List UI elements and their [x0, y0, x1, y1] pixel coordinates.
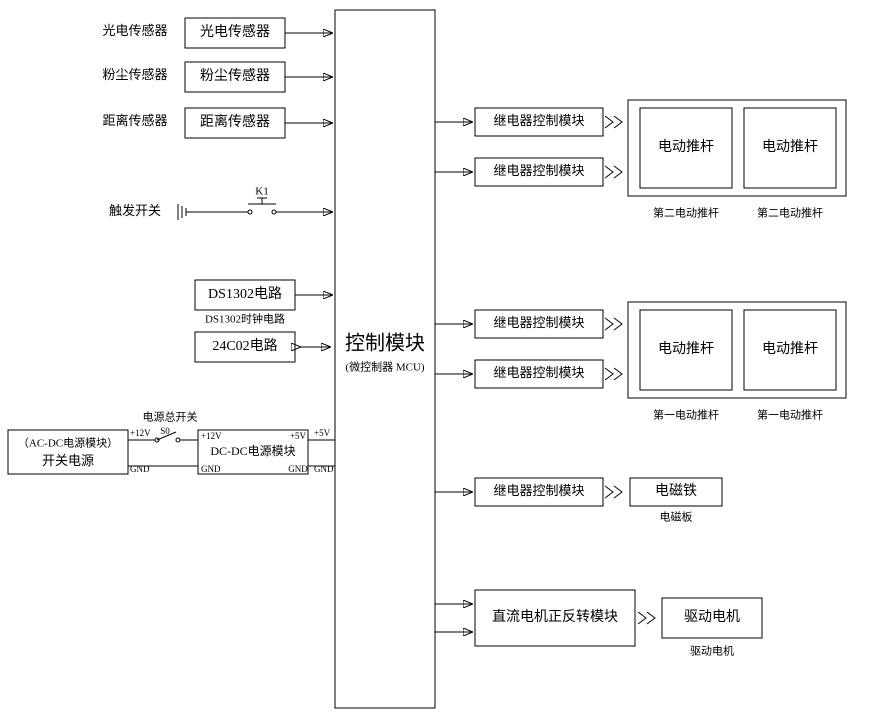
text-emag: 电磁铁: [655, 483, 697, 499]
text-control-sub: (微控制器 MCU): [345, 360, 424, 374]
sub-actuator-a-right: 第二电动推杆: [757, 206, 823, 220]
text-relay-a2: 继电器控制模块: [493, 163, 584, 178]
label-mcu-5v: +5V: [314, 428, 331, 438]
text-ds1302: DS1302电路: [208, 286, 282, 302]
sub-actuator-b-left: 第一电动推杆: [653, 408, 719, 422]
label-dcdc-5v: +5V: [290, 431, 307, 441]
text-relay-b1: 继电器控制模块: [493, 315, 584, 330]
sub-emag: 电磁板: [660, 510, 693, 524]
dbl-arrow-b2: [605, 368, 622, 380]
label-dcdc-12v: +12V: [201, 431, 222, 441]
text-dcdc: DC-DC电源模块: [210, 444, 295, 458]
text-drive-motor: 驱动电机: [684, 609, 740, 625]
text-sensor3: 距离传感器: [200, 113, 270, 130]
dbl-arrow-a2: [605, 166, 622, 178]
box-control-module: [335, 10, 435, 708]
text-acdc-l2: 开关电源: [42, 453, 94, 468]
text-acdc-l1: （AC-DC电源模块）: [18, 436, 118, 450]
sub-ds1302: DS1302时钟电路: [205, 312, 285, 326]
text-24c02: 24C02电路: [212, 338, 277, 354]
sub-actuator-b-right: 第一电动推杆: [757, 408, 823, 422]
sub-drive-motor: 驱动电机: [690, 644, 734, 658]
dbl-arrow-a1: [605, 116, 622, 128]
text-actuator-a-right: 电动推杆: [762, 139, 818, 155]
dbl-arrow-c: [605, 486, 622, 498]
text-relay-c: 继电器控制模块: [493, 483, 584, 498]
label-sensor3-ext: 距离传感器: [102, 113, 167, 128]
text-actuator-b-left: 电动推杆: [658, 341, 714, 357]
label-acdc-12v: +12V: [130, 428, 151, 438]
text-actuator-a-left: 电动推杆: [658, 139, 714, 155]
text-sensor1: 光电传感器: [200, 23, 270, 40]
label-dcdc-gnd-r: GND: [288, 464, 308, 474]
trigger-switch-symbol: K1: [178, 186, 332, 220]
label-sensor1-ext: 光电传感器: [102, 23, 167, 38]
label-power-switch: 电源总开关: [143, 410, 198, 424]
text-sensor2: 粉尘传感器: [200, 67, 270, 84]
text-relay-a1: 继电器控制模块: [493, 113, 584, 128]
text-control-title: 控制模块: [345, 332, 425, 355]
label-dcdc-gnd-l: GND: [201, 464, 221, 474]
dbl-arrow-d: [638, 612, 655, 624]
label-k1: K1: [255, 186, 268, 198]
dbl-arrow-b1: [605, 318, 622, 330]
sub-actuator-a-left: 第二电动推杆: [653, 206, 719, 220]
text-relay-b2: 继电器控制模块: [493, 365, 584, 380]
text-actuator-b-right: 电动推杆: [762, 341, 818, 357]
label-trigger-ext: 触发开关: [109, 203, 161, 218]
label-sensor2-ext: 粉尘传感器: [102, 67, 167, 82]
text-dcmotor: 直流电机正反转模块: [492, 608, 618, 625]
